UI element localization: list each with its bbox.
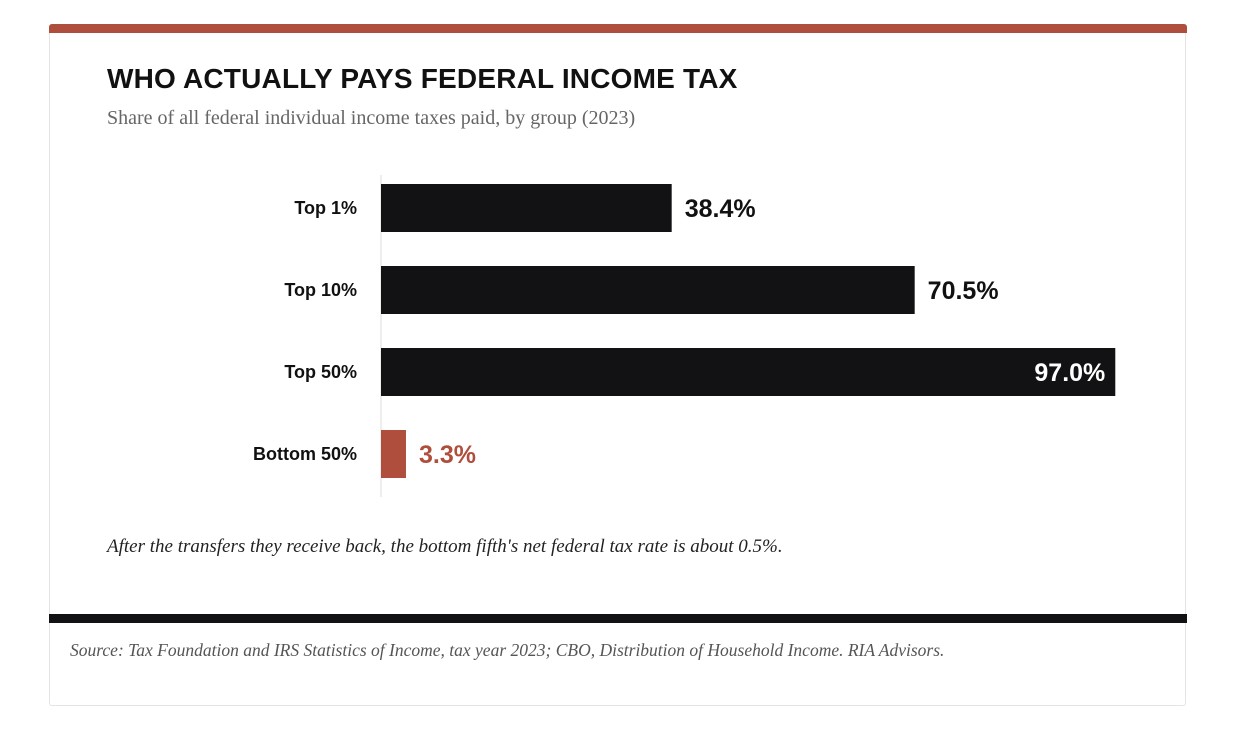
bar-group-bottom-50: Bottom 50% 3.3% xyxy=(253,430,476,478)
value-label: 3.3% xyxy=(419,441,476,469)
bar-group-top-10: Top 10% 70.5% xyxy=(284,266,999,314)
chart-title: WHO ACTUALLY PAYS FEDERAL INCOME TAX xyxy=(107,63,738,94)
divider xyxy=(49,614,1187,623)
value-label: 70.5% xyxy=(928,277,999,305)
value-label: 97.0% xyxy=(1034,359,1105,387)
bar xyxy=(381,184,672,232)
bar xyxy=(381,430,406,478)
category-label: Bottom 50% xyxy=(253,444,357,464)
category-label: Top 10% xyxy=(284,280,357,300)
bar xyxy=(381,348,1116,396)
chart-subtitle: Share of all federal individual income t… xyxy=(107,107,636,129)
category-label: Top 50% xyxy=(284,362,357,382)
bar-group-top-50: Top 50% 97.0% xyxy=(284,348,1116,396)
bar xyxy=(381,266,915,314)
source-note: Source: Tax Foundation and IRS Statistic… xyxy=(70,640,945,660)
value-label: 38.4% xyxy=(685,195,756,223)
footnote: After the transfers they receive back, t… xyxy=(107,536,783,557)
bar-group-top-1: Top 1% 38.4% xyxy=(294,184,756,232)
accent-bar xyxy=(49,24,1187,33)
category-label: Top 1% xyxy=(294,198,357,218)
